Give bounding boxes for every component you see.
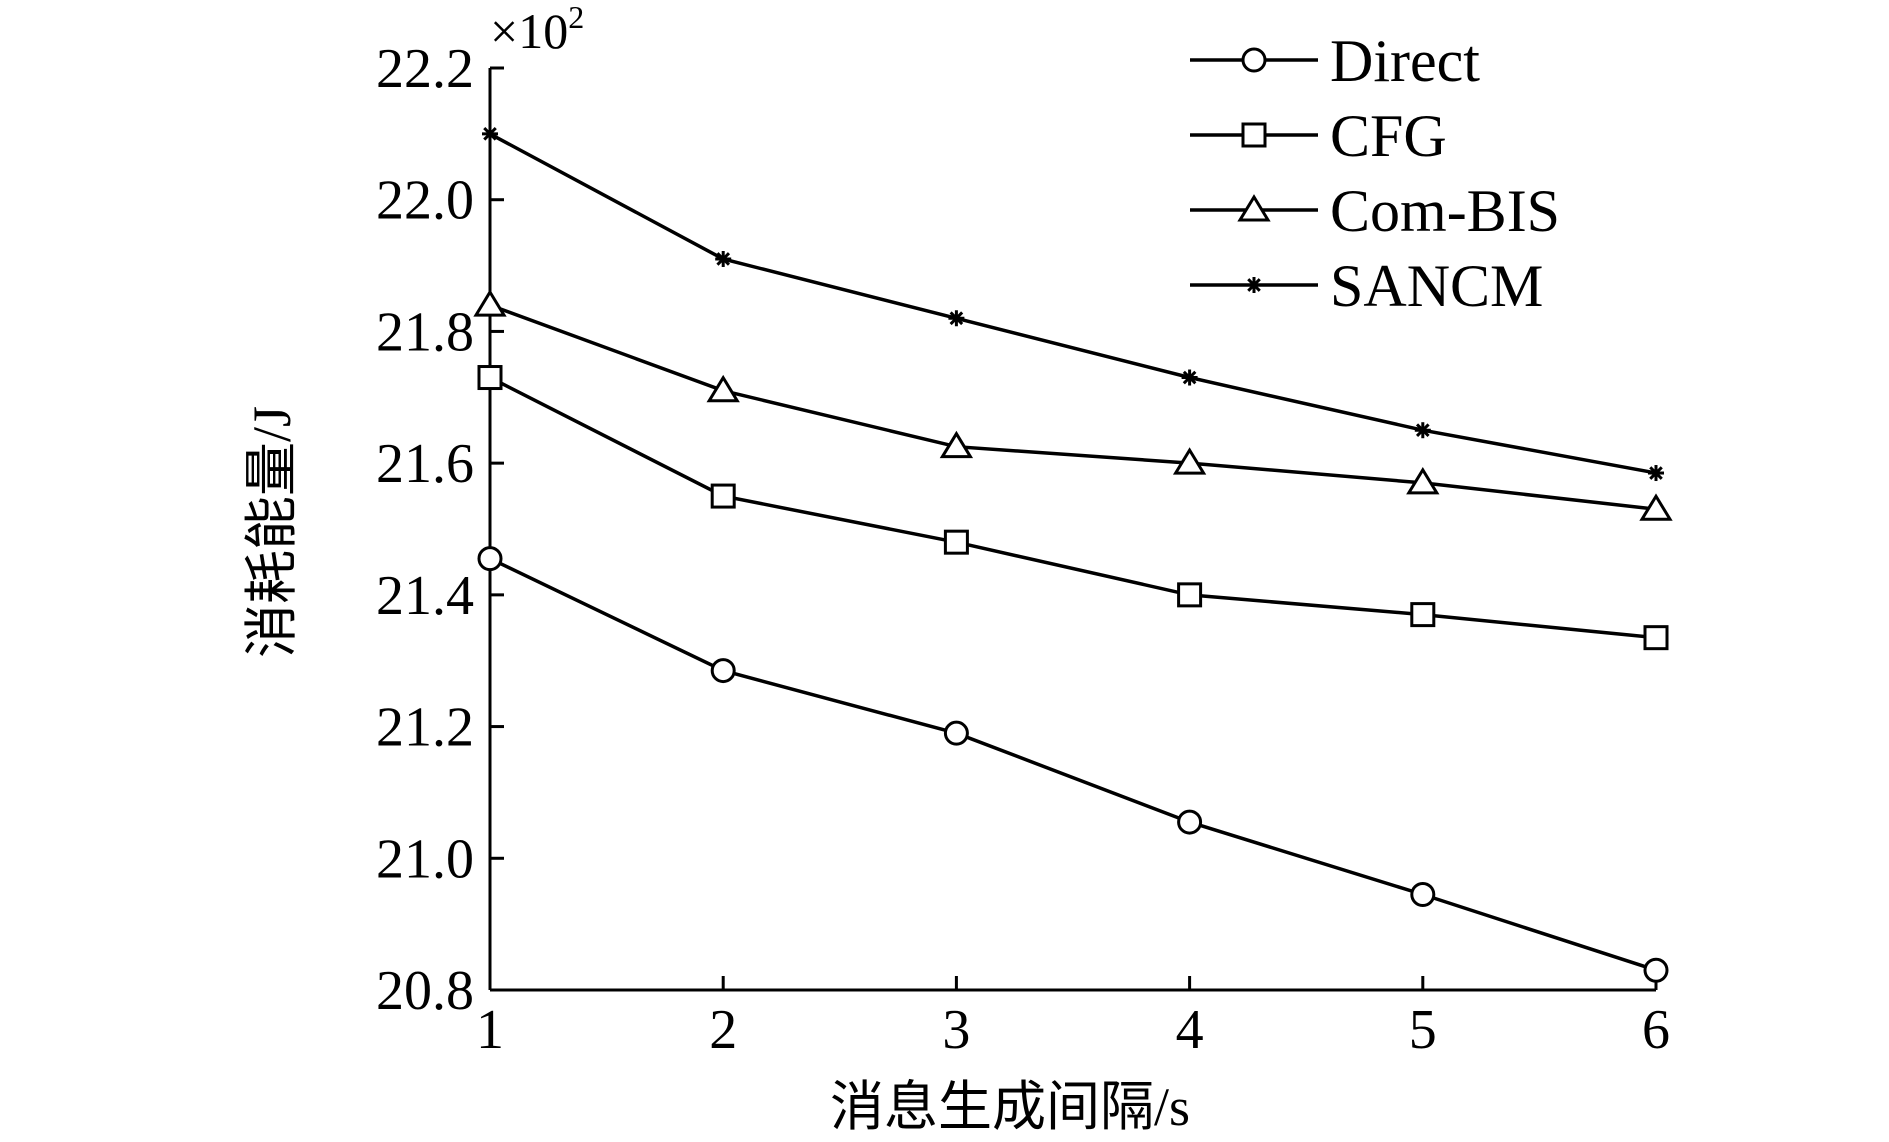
series-direct: [477, 546, 1669, 983]
x-tick-label: 4: [1176, 999, 1204, 1061]
series-line-com-bis: [489, 303, 1657, 511]
data-point-cfg: [1410, 602, 1436, 628]
series-line-cfg: [489, 375, 1657, 640]
series-line-sancm: [489, 132, 1657, 475]
data-point-direct: [477, 546, 503, 572]
y-tick-label: 21.4: [376, 565, 474, 627]
data-point-sancm: [482, 125, 498, 142]
data-point-cfg: [710, 483, 736, 509]
y-scale-note: ×102: [490, 0, 584, 59]
y-tick-label: 21.6: [376, 433, 474, 495]
data-point-com-bis: [1406, 467, 1440, 495]
data-point-cfg: [943, 529, 969, 555]
series-cfg: [477, 365, 1669, 651]
series-layer: [473, 125, 1673, 983]
data-point-com-bis: [939, 430, 974, 459]
data-point-com-bis: [706, 374, 740, 403]
y-tick-label: 21.8: [376, 301, 474, 363]
legend-item-cfg: CFG: [1190, 103, 1447, 169]
data-point-sancm: [1181, 369, 1198, 386]
x-tick-label: 3: [942, 999, 970, 1061]
y-ticks: 20.8 21.0 21.2 21.4 21.6 21.8 22.0 22.2: [376, 38, 504, 1022]
series-sancm: [482, 125, 1664, 482]
y-tick-label: 22.2: [376, 38, 474, 100]
legend-marker: [1246, 277, 1262, 293]
legend-marker: [1237, 194, 1271, 222]
data-point-direct: [1410, 882, 1436, 908]
data-point-direct: [1177, 809, 1203, 835]
x-tick-label: 1: [476, 999, 504, 1061]
data-point-cfg: [477, 365, 503, 391]
legend: Direct CFG Com-BIS SANCM: [1190, 28, 1560, 319]
data-point-sancm: [715, 250, 732, 267]
data-point-cfg: [1643, 625, 1669, 651]
legend-label: CFG: [1330, 103, 1447, 169]
x-tick-label: 5: [1409, 999, 1437, 1061]
axes: [488, 68, 1656, 992]
data-point-sancm: [1648, 465, 1664, 482]
data-point-sancm: [1414, 422, 1431, 439]
data-point-sancm: [948, 310, 965, 327]
series-com-bis: [473, 289, 1673, 521]
y-axis-title: 消耗能量/J: [242, 406, 302, 658]
data-point-com-bis: [473, 289, 507, 317]
legend-item-com-bis: Com-BIS: [1190, 178, 1560, 244]
data-point-direct: [710, 658, 736, 684]
data-point-direct: [1643, 957, 1669, 983]
legend-marker: [1241, 122, 1267, 148]
legend-item-sancm: SANCM: [1190, 253, 1543, 319]
y-tick-label: 21.0: [376, 828, 474, 890]
data-point-cfg: [1177, 582, 1203, 608]
y-tick-label: 20.8: [376, 960, 474, 1022]
data-point-direct: [943, 720, 969, 746]
series-line-direct: [489, 557, 1657, 972]
legend-label: Direct: [1330, 28, 1480, 94]
y-tick-label: 21.2: [376, 697, 474, 759]
legend-marker: [1241, 47, 1267, 73]
x-ticks: 1 2 3 4 5 6: [476, 976, 1670, 1061]
y-tick-label: 22.0: [376, 170, 474, 232]
legend-label: Com-BIS: [1330, 178, 1560, 244]
legend-item-direct: Direct: [1190, 28, 1480, 94]
x-tick-label: 2: [709, 999, 737, 1061]
x-tick-label: 6: [1642, 999, 1670, 1061]
data-point-com-bis: [1172, 447, 1207, 475]
legend-label: SANCM: [1330, 253, 1543, 319]
data-point-com-bis: [1639, 493, 1673, 521]
x-axis-title: 消息生成间隔/s: [830, 1077, 1190, 1137]
